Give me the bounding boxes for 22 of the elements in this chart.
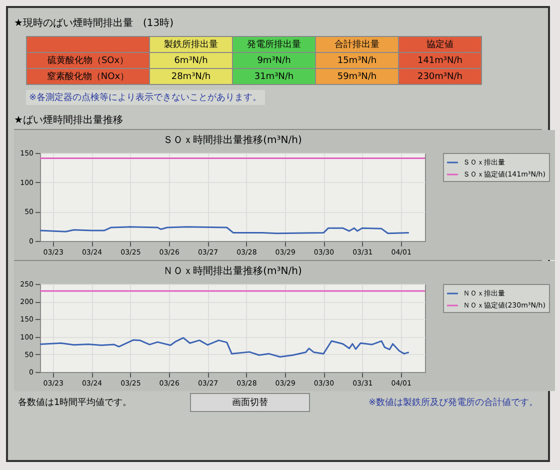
category-label: 窒素酸化物（NOx） bbox=[46, 72, 130, 82]
category-label: 合計排出量 bbox=[316, 36, 398, 52]
text: 各数値は1時間平均値です。 bbox=[17, 396, 133, 410]
text: 9m³N/h bbox=[257, 56, 291, 66]
category-label: 硫黄酸化物（SOx） bbox=[47, 56, 129, 66]
text: 15m³N/h bbox=[337, 56, 377, 66]
category-label: 製鉄所排出量 bbox=[150, 36, 232, 52]
text: 230m³N/h bbox=[417, 72, 463, 82]
text: 141m³N/h bbox=[417, 56, 463, 66]
chart-title: ＳＯｘ時間排出量推移(m³N/h) bbox=[163, 134, 302, 146]
text: 59m³N/h bbox=[337, 72, 377, 82]
text: ※各測定器の点検等により表示できないことがあります。 bbox=[26, 90, 265, 105]
text: ※数値は製鉄所及び発電所の合計値です。 bbox=[367, 396, 539, 410]
category-label: 協定値 bbox=[398, 36, 482, 52]
chart-title: ＮＯｘ時間排出量推移(m³N/h) bbox=[163, 265, 302, 277]
text: ★現時のばい煙時間排出量 (13時) bbox=[14, 16, 174, 30]
text: 31m³N/h bbox=[254, 72, 294, 82]
text: 28m³N/h bbox=[171, 72, 211, 82]
category-label: 発電所排出量 bbox=[232, 36, 316, 52]
text: 画面切替 bbox=[190, 393, 310, 412]
text: ★ばい煙時間排出量推移 bbox=[14, 114, 124, 127]
text: 6m³N/h bbox=[174, 56, 208, 66]
